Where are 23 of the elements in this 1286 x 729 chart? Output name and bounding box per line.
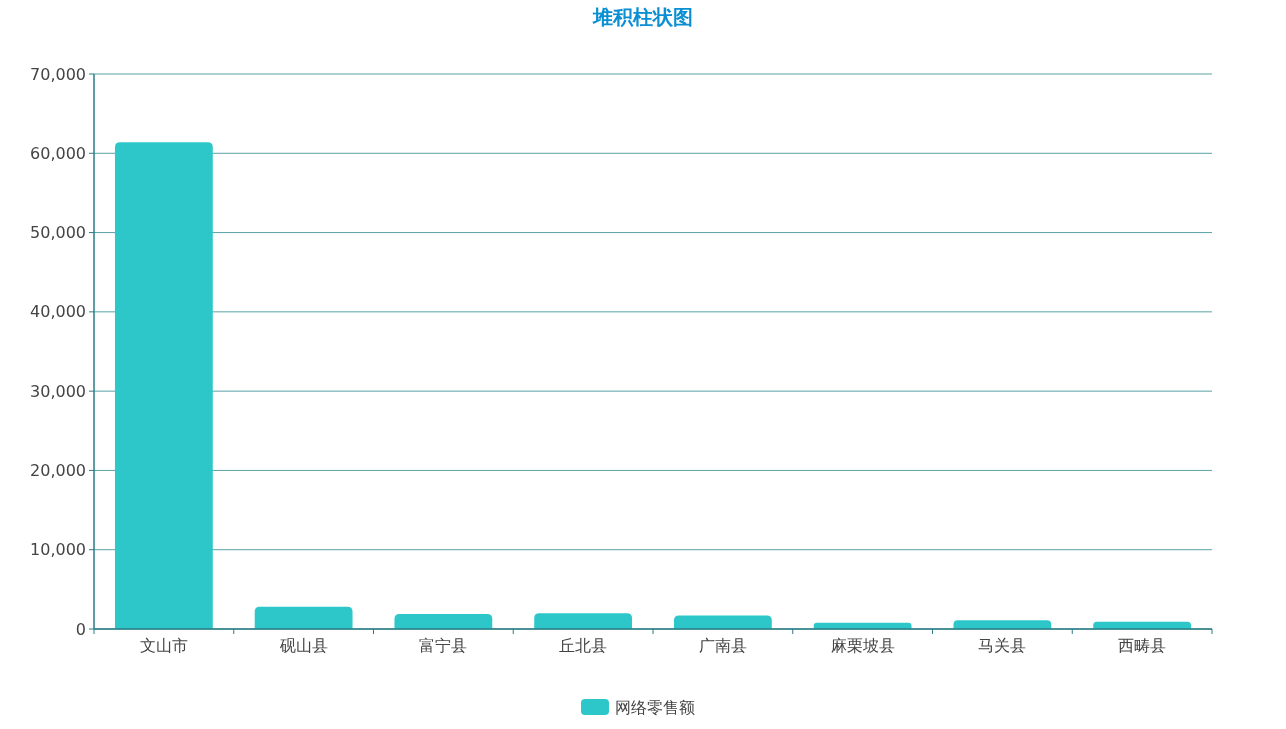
x-tick-label: 西畴县 xyxy=(1118,636,1167,655)
legend-label: 网络零售额 xyxy=(615,697,695,717)
x-tick-label: 麻栗坡县 xyxy=(830,636,895,655)
bar xyxy=(534,613,633,629)
y-tick-label: 70,000 xyxy=(30,64,86,84)
y-tick-label: 50,000 xyxy=(30,223,86,243)
bar xyxy=(254,606,353,629)
y-tick-label: 40,000 xyxy=(30,302,86,322)
bar xyxy=(394,613,493,629)
y-tick-label: 0 xyxy=(75,619,86,639)
bar xyxy=(953,620,1052,629)
chart-title: 堆积柱状图 xyxy=(592,5,693,29)
x-tick-label: 丘北县 xyxy=(559,636,608,655)
y-tick-label: 30,000 xyxy=(30,381,86,401)
y-tick-label: 10,000 xyxy=(30,540,86,560)
bar xyxy=(114,142,213,629)
y-tick-label: 20,000 xyxy=(30,461,86,481)
x-tick-label: 文山市 xyxy=(139,636,188,655)
x-tick-label: 马关县 xyxy=(978,636,1027,655)
y-tick-label: 60,000 xyxy=(30,143,86,163)
x-tick-label: 富宁县 xyxy=(419,636,468,655)
x-tick-label: 砚山县 xyxy=(278,636,328,655)
x-tick-label: 广南县 xyxy=(698,636,747,655)
